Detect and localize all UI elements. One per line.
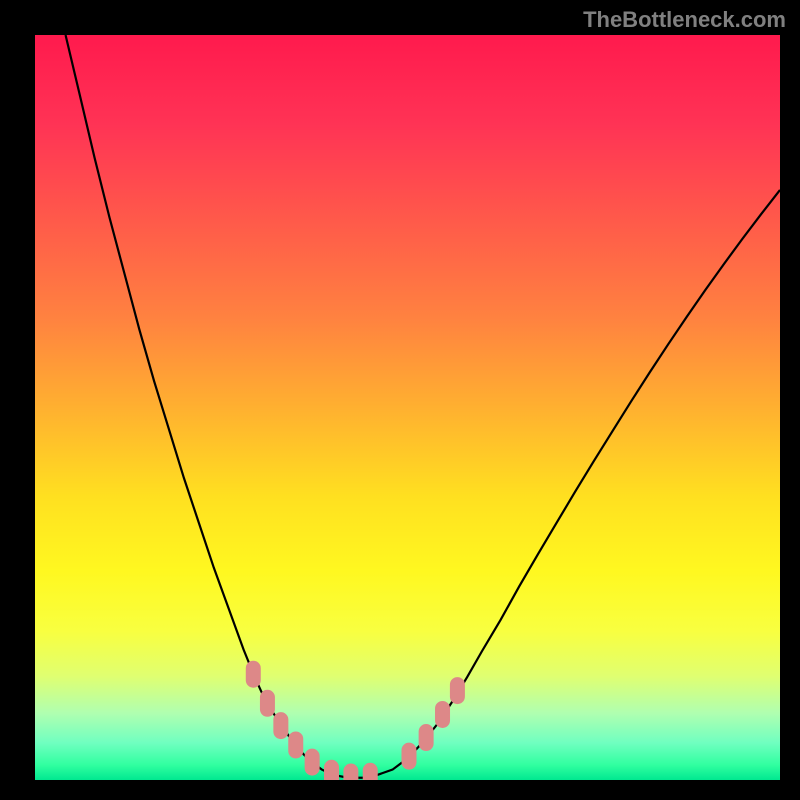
watermark-text: TheBottleneck.com [583, 7, 786, 33]
curve-marker [419, 725, 433, 751]
chart-container: TheBottleneck.com [0, 0, 800, 800]
gradient-background [35, 35, 780, 780]
chart-svg [35, 35, 780, 780]
curve-marker [289, 732, 303, 758]
curve-marker [402, 743, 416, 769]
curve-marker [450, 678, 464, 704]
curve-marker [325, 760, 339, 780]
curve-marker [246, 661, 260, 687]
curve-marker [305, 749, 319, 775]
curve-marker [274, 713, 288, 739]
plot-area [35, 35, 780, 780]
curve-marker [260, 690, 274, 716]
curve-marker [363, 763, 377, 780]
curve-marker [436, 701, 450, 727]
curve-marker [344, 764, 358, 780]
